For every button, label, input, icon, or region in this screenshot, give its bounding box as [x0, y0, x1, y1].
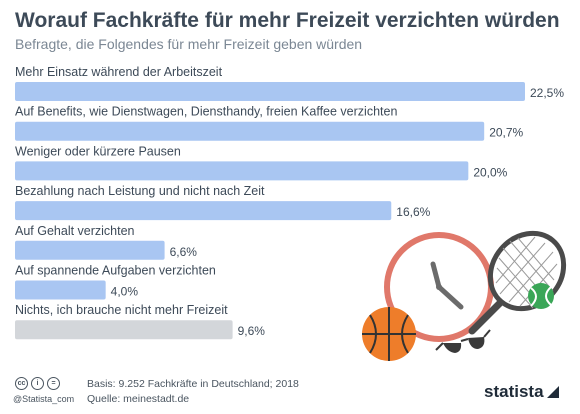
sunglasses-icon [435, 329, 491, 353]
category-label: Auf Gehalt verzichten [15, 224, 135, 238]
by-icon[interactable]: i [31, 377, 44, 390]
value-label: 20,0% [473, 165, 507, 179]
category-label: Bezahlung nach Leistung und nicht nach Z… [15, 184, 265, 198]
bar [15, 320, 233, 340]
source-text: Quelle: meinestadt.de [87, 393, 190, 405]
category-label: Auf Benefits, wie Dienstwagen, Diensthan… [15, 105, 397, 119]
value-label: 20,7% [489, 126, 523, 140]
bar [15, 121, 485, 141]
bar [15, 82, 525, 101]
basis-text: Basis: 9.252 Fachkräfte in Deutschland; … [87, 378, 299, 390]
bar [15, 240, 165, 260]
category-label: Auf spannende Aufgaben verzichten [15, 264, 216, 278]
value-label: 4,0% [111, 285, 139, 299]
bar [15, 161, 469, 181]
category-label: Weniger oder kürzere Pausen [15, 144, 181, 158]
category-label: Mehr Einsatz während der Arbeitszeit [15, 65, 223, 79]
tennis-ball-icon [528, 283, 554, 309]
cc-icon[interactable]: cc [15, 377, 28, 390]
statista-mark-icon [546, 386, 559, 398]
value-label: 6,6% [170, 245, 198, 259]
bar [15, 201, 392, 221]
value-label: 22,5% [530, 86, 564, 100]
value-label: 9,6% [238, 324, 266, 338]
bar [15, 280, 106, 300]
chart-title: Worauf Fachkräfte für mehr Freizeit verz… [15, 9, 560, 32]
source-note: Basis: 9.252 Fachkräfte in Deutschland; … [87, 377, 299, 407]
category-label: Nichts, ich brauche nicht mehr Freizeit [15, 303, 228, 317]
bar-chart: Mehr Einsatz während der Arbeitszeit 22,5… [15, 65, 564, 340]
statista-logo[interactable]: statista [484, 382, 559, 402]
brand-name: statista [484, 382, 544, 401]
chart-subtitle: Befragte, die Folgendes für mehr Freizei… [15, 36, 363, 52]
tennis-racket-icon [468, 230, 567, 335]
value-label: 16,6% [396, 205, 430, 219]
statista-handle[interactable]: @Statista_com [13, 394, 75, 404]
basketball-icon [362, 307, 416, 361]
license-icons: cc i = [15, 377, 60, 390]
nd-icon[interactable]: = [47, 377, 60, 390]
